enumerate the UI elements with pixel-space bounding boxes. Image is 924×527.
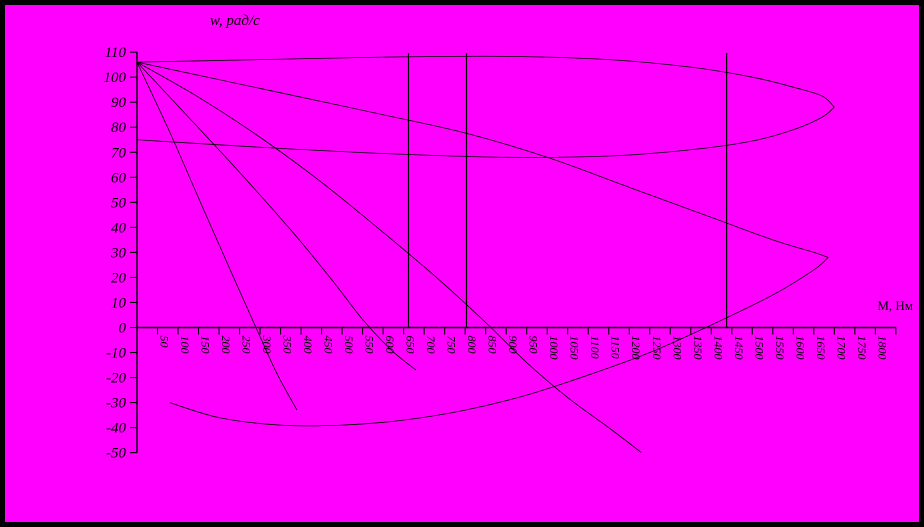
svg-text:250: 250: [240, 336, 254, 354]
svg-text:1300: 1300: [670, 336, 684, 360]
svg-text:100: 100: [104, 70, 127, 86]
svg-text:1400: 1400: [711, 336, 725, 360]
svg-text:1350: 1350: [691, 336, 705, 360]
svg-text:1000: 1000: [547, 336, 561, 360]
svg-text:550: 550: [363, 336, 377, 354]
svg-text:450: 450: [322, 336, 336, 354]
svg-text:1150: 1150: [609, 336, 623, 359]
svg-text:1600: 1600: [793, 336, 807, 360]
svg-text:950: 950: [527, 336, 541, 354]
svg-text:40: 40: [111, 220, 127, 236]
svg-text:50: 50: [158, 336, 172, 348]
svg-text:1450: 1450: [732, 336, 746, 360]
svg-text:400: 400: [301, 336, 315, 354]
svg-text:50: 50: [111, 195, 127, 211]
svg-text:-40: -40: [106, 421, 126, 437]
svg-text:650: 650: [404, 336, 418, 354]
svg-text:700: 700: [424, 336, 438, 354]
svg-text:750: 750: [445, 336, 459, 354]
svg-text:850: 850: [486, 336, 500, 354]
svg-text:110: 110: [105, 45, 127, 61]
svg-text:1050: 1050: [568, 336, 582, 360]
svg-text:80: 80: [111, 120, 127, 136]
svg-text:10: 10: [111, 295, 127, 311]
svg-text:-50: -50: [106, 446, 126, 462]
svg-text:-10: -10: [106, 346, 126, 362]
svg-text:-20: -20: [106, 371, 126, 387]
svg-text:60: 60: [111, 170, 127, 186]
svg-text:350: 350: [281, 335, 295, 354]
svg-text:w, рад/с: w, рад/с: [210, 13, 260, 29]
svg-text:1800: 1800: [875, 336, 889, 360]
svg-text:90: 90: [111, 95, 127, 111]
svg-text:200: 200: [219, 336, 233, 354]
svg-text:-30: -30: [106, 396, 126, 412]
svg-text:30: 30: [110, 245, 127, 261]
svg-text:800: 800: [465, 336, 479, 354]
svg-text:1100: 1100: [588, 336, 602, 359]
svg-text:1550: 1550: [773, 336, 787, 360]
svg-text:1500: 1500: [752, 336, 766, 360]
svg-text:20: 20: [111, 270, 127, 286]
svg-text:100: 100: [178, 336, 192, 354]
svg-text:0: 0: [119, 321, 127, 337]
svg-text:M, Нм: M, Нм: [877, 298, 913, 313]
svg-text:500: 500: [342, 336, 356, 354]
svg-text:1700: 1700: [834, 336, 848, 360]
svg-text:70: 70: [111, 145, 127, 161]
svg-text:1650: 1650: [814, 336, 828, 360]
svg-text:1750: 1750: [855, 336, 869, 360]
svg-text:300: 300: [260, 335, 274, 354]
svg-text:150: 150: [199, 336, 213, 354]
